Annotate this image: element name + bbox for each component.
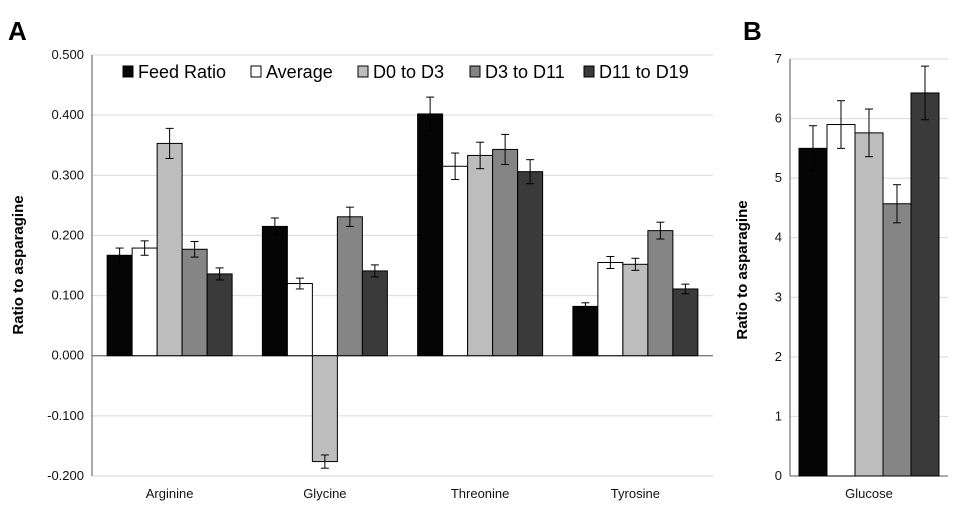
- panel-a-ytick-label: 0.100: [51, 288, 84, 303]
- panel-a-category-label: Arginine: [146, 486, 194, 501]
- panel-a-bar-arginine-d3-to-d11: [181, 248, 208, 357]
- panel-a-bar-threonine-feed-ratio: [417, 113, 444, 357]
- panel-a-bar-threonine-d11-to-d19: [517, 171, 544, 357]
- panel-b-ytick-label: 3: [775, 289, 782, 304]
- panel-a-bar-glycine-average: [286, 283, 313, 357]
- panel-b-ytick-label: 7: [775, 51, 782, 66]
- panel-a-bar-tyrosine-d11-to-d19: [672, 288, 699, 357]
- panel-a-bar-glycine-d11-to-d19: [361, 270, 388, 357]
- legend-label: D3 to D11: [485, 62, 565, 82]
- panel-a-ytick-label: -0.100: [47, 408, 84, 423]
- panel-b-bar-glucose-d3-to-d11: [882, 203, 912, 477]
- legend-swatch: [250, 65, 262, 78]
- panel-a-bar-threonine-d3-to-d11: [492, 148, 519, 357]
- panel-a-bar-tyrosine-d3-to-d11: [647, 230, 674, 357]
- legend-swatch: [469, 65, 481, 78]
- legend-label: Average: [266, 62, 333, 82]
- legend-swatch: [583, 65, 595, 78]
- panel-b-ytick-label: 2: [775, 349, 782, 364]
- panel-a-ytick-label: 0.400: [51, 107, 84, 122]
- legend: Feed Ratio Average D0 to D3 D3 to D11 D11 to…: [122, 62, 689, 82]
- panel-a-ytick-label: 0.300: [51, 167, 84, 182]
- panel-a-bar-glycine-d0-to-d3: [311, 355, 338, 463]
- panel-b-ytick-label: 1: [775, 408, 782, 423]
- panel-a-ytick-label: -0.200: [47, 468, 84, 483]
- panel-a-bar-glycine-feed-ratio: [261, 225, 288, 357]
- panel-a-category-label: Glycine: [303, 486, 346, 501]
- legend-swatch: [357, 65, 369, 78]
- panel-a-bar-tyrosine-feed-ratio: [572, 305, 599, 357]
- panel-b-category-label: Glucose: [845, 486, 893, 501]
- legend-label: D11 to D19: [599, 62, 689, 82]
- legend-label: Feed Ratio: [138, 62, 226, 82]
- panel-a-bar-arginine-d0-to-d3: [156, 142, 183, 357]
- panel-a-ytick-label: 0.200: [51, 227, 84, 242]
- panel-b-letter: B: [743, 16, 762, 46]
- panel-a-letter: A: [8, 16, 27, 46]
- legend-label: D0 to D3: [373, 62, 444, 82]
- panel-b-ytick-label: 6: [775, 111, 782, 126]
- panel-a-bar-tyrosine-average: [597, 261, 624, 357]
- panel-a-ytick-label: 0.500: [51, 47, 84, 62]
- panel-a-bar-threonine-d0-to-d3: [467, 154, 494, 357]
- panel-a-category-label: Threonine: [451, 486, 510, 501]
- panel-a-bar-arginine-feed-ratio: [106, 254, 133, 357]
- panel-a-bar-arginine-d11-to-d19: [206, 273, 233, 357]
- panel-a-category-label: Tyrosine: [611, 486, 660, 501]
- panel-a-bar-glycine-d3-to-d11: [336, 216, 363, 357]
- panel-a-bar-threonine-average: [442, 165, 469, 357]
- panel-b-bar-glucose-average: [826, 124, 856, 477]
- panel-a-bar-arginine-average: [131, 247, 158, 357]
- panel-a-bar-tyrosine-d0-to-d3: [622, 263, 649, 357]
- panel-b-ytick-label: 5: [775, 170, 782, 185]
- panel-b-ytick-label: 0: [775, 468, 782, 483]
- panel-a-ylabel: Ratio to asparagine: [10, 195, 27, 334]
- panel-a-plot: 0.500 0.400 0.300 0.200 0.100 0.000 -0.100 -0.2…: [47, 47, 713, 501]
- panel-b-ytick-label: 4: [775, 230, 782, 245]
- legend-swatch: [122, 65, 134, 78]
- panel-b-bar-glucose-feed-ratio: [798, 147, 828, 477]
- panel-b-ylabel: Ratio to asparagine: [734, 200, 751, 339]
- panel-a-ytick-label: 0.000: [51, 348, 84, 363]
- panel-b-bar-glucose-d11-to-d19: [910, 92, 940, 477]
- panel-b-bar-glucose-d0-to-d3: [854, 132, 884, 477]
- panel-b-plot: 7 6 5 4 3 2 1 0 Glucose: [775, 51, 948, 501]
